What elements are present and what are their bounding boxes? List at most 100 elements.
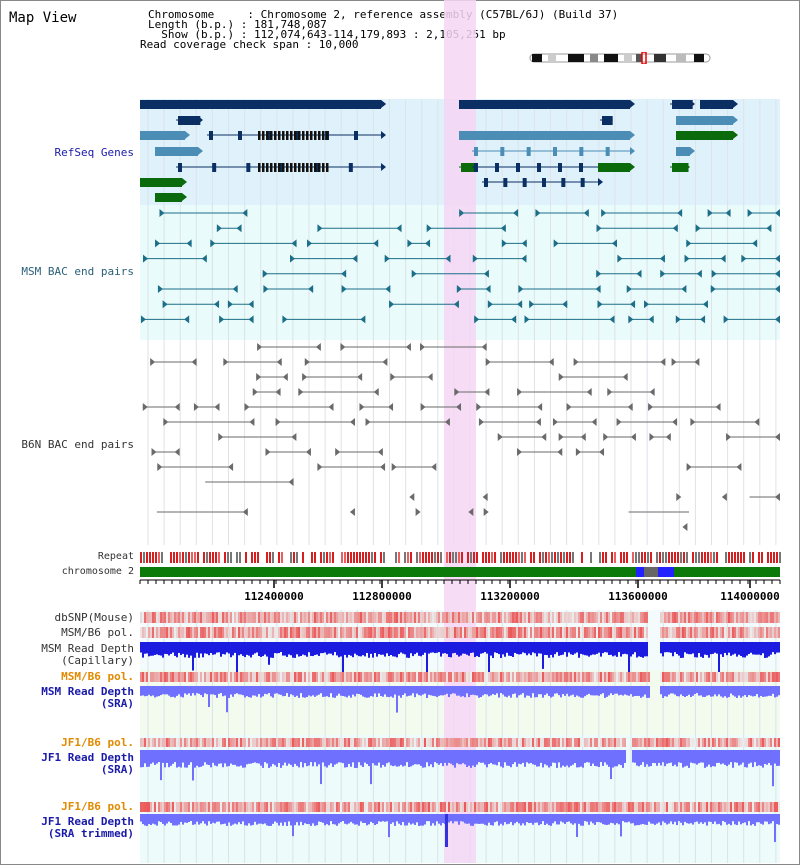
dbsnp-cell — [214, 612, 216, 623]
jf1-b6-pol-trimmed-cell — [230, 802, 232, 812]
chromosome-ideogram[interactable] — [528, 52, 712, 64]
jf1-depth-sra-bar — [644, 750, 646, 767]
repeat-element — [371, 552, 373, 563]
gene-exon — [294, 163, 297, 172]
msm-b6-pol-cell — [300, 627, 302, 638]
b6n-bac-end — [151, 448, 157, 456]
msm-b6-pol-cell — [536, 627, 538, 638]
msm-bac-end — [248, 300, 254, 309]
msm-depth-capillary-bar — [462, 642, 464, 654]
msm-b6-pol-sra-cell — [728, 672, 730, 682]
msm-bac-end — [159, 209, 165, 217]
gene-exon — [561, 178, 566, 187]
msm-depth-sra-bar — [706, 686, 708, 696]
jf1-depth-trimmed-bar — [170, 814, 172, 824]
msm-b6-pol-sra-cell — [150, 672, 152, 682]
b6n-bac-end — [349, 508, 355, 516]
msm-b6-pol-sra-cell — [368, 672, 370, 682]
jf1-depth-sra-bar — [506, 750, 508, 766]
jf1-depth-trimmed-bar — [294, 814, 296, 826]
jf1-depth-trimmed-bar — [618, 814, 620, 825]
msm-depth-sra-bar — [746, 686, 748, 698]
msm-b6-pol-cell — [252, 627, 254, 638]
msm-depth-sra-bar — [144, 686, 146, 697]
msm-depth-capillary-bar — [140, 642, 142, 653]
dbsnp-cell — [594, 612, 596, 623]
gene-exon — [348, 163, 353, 172]
jf1-b6-pol-sra-cell — [400, 738, 402, 747]
msm-depth-capillary-bar — [698, 642, 700, 654]
jf1-b6-pol-sra-cell — [632, 738, 634, 747]
jf1-b6-pol-sra-cell — [714, 738, 716, 747]
jf1-depth-sra-bar — [300, 750, 302, 763]
repeat-element — [506, 552, 508, 563]
jf1-depth-sra-bar — [428, 750, 430, 767]
msm-b6-pol-sra-cell — [286, 672, 288, 682]
jf1-depth-trimmed-bar — [480, 814, 482, 824]
b6n-bac-end — [671, 358, 677, 366]
msm-b6-pol-sra-cell — [586, 672, 588, 682]
msm-b6-pol-sra-cell — [570, 672, 572, 682]
jf1-b6-pol-trimmed-cell — [330, 802, 332, 812]
dbsnp-cell — [310, 612, 312, 623]
jf1-b6-pol-sra-cell — [270, 738, 272, 747]
msm-depth-sra-bar — [540, 686, 542, 695]
msm-b6-pol-sra-cell — [690, 672, 692, 682]
dbsnp-cell — [294, 612, 296, 623]
msm-b6-pol-cell — [552, 627, 554, 638]
dbsnp-cell — [732, 612, 734, 623]
msm-depth-sra-bar — [408, 686, 410, 696]
msm-depth-sra-bar — [268, 686, 270, 694]
jf1-b6-pol-sra-cell — [356, 738, 358, 747]
jf1-b6-pol-sra-cell — [254, 738, 256, 747]
jf1-depth-sra-bar — [166, 750, 168, 763]
b6n-bac-end — [566, 403, 572, 411]
msm-depth-sra-bar — [760, 686, 762, 696]
msm-depth-capillary-bar — [142, 642, 144, 658]
msm-depth-capillary-bar — [268, 642, 270, 665]
msm-depth-sra-bar — [162, 686, 164, 695]
msm-b6-pol-sra-cell — [406, 672, 408, 682]
msm-depth-capillary-bar — [324, 642, 326, 653]
jf1-b6-pol-sra-cell — [272, 738, 274, 747]
jf1-depth-trimmed-bar — [328, 814, 330, 826]
msm-depth-capillary-bar — [692, 642, 694, 654]
jf1-depth-sra-bar — [274, 750, 276, 766]
jf1-depth-trimmed-bar — [486, 814, 488, 826]
jf1-b6-pol-sra-cell — [154, 738, 156, 747]
msm-depth-sra-bar — [458, 686, 460, 696]
jf1-depth-trimmed-bar — [476, 814, 478, 824]
msm-b6-pol-cell — [454, 627, 456, 638]
jf1-depth-trimmed-bar — [450, 814, 452, 822]
dbsnp-cell — [518, 612, 520, 623]
b6n-bac-end — [228, 463, 234, 471]
msm-b6-pol-sra-cell — [520, 672, 522, 682]
jf1-depth-sra-bar — [624, 750, 626, 763]
msm-b6-pol-cell — [550, 627, 552, 638]
repeat-element — [734, 552, 736, 563]
axis-tick-label: 112800000 — [352, 590, 412, 603]
jf1-b6-pol-trimmed-cell — [252, 802, 254, 812]
dbsnp-cell — [690, 612, 692, 623]
dbsnp-cell — [686, 612, 688, 623]
jf1-depth-trimmed-bar — [434, 814, 436, 826]
repeat-element — [740, 552, 742, 563]
repeat-element — [152, 552, 154, 563]
msm-b6-pol-cell — [692, 627, 694, 638]
msm-b6-pol-sra-cell — [624, 672, 626, 682]
msm-depth-capillary-bar — [424, 642, 426, 653]
jf1-depth-sra-bar — [334, 750, 336, 765]
jf1-depth-sra-bar — [742, 750, 744, 763]
msm-depth-capillary-bar — [730, 642, 732, 656]
dbsnp-cell — [706, 612, 708, 623]
jf1-depth-trimmed-bar — [248, 814, 250, 824]
jf1-b6-pol-trimmed-cell — [234, 802, 236, 812]
msm-b6-pol-cell — [776, 627, 778, 638]
msm-depth-capillary-bar — [254, 642, 256, 654]
msm-depth-sra-bar — [712, 686, 714, 697]
msm-depth-capillary-bar — [460, 642, 462, 656]
repeat-element — [770, 552, 772, 563]
msm-b6-pol-cell — [706, 627, 708, 638]
jf1-b6-pol-sra-cell — [748, 738, 750, 747]
